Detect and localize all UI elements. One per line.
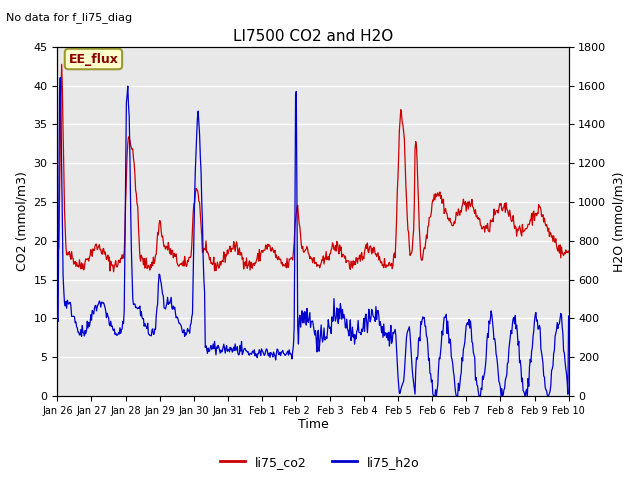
Legend: li75_co2, li75_h2o: li75_co2, li75_h2o bbox=[215, 451, 425, 474]
Title: LI7500 CO2 and H2O: LI7500 CO2 and H2O bbox=[233, 29, 393, 44]
Text: EE_flux: EE_flux bbox=[68, 52, 118, 65]
X-axis label: Time: Time bbox=[298, 419, 328, 432]
Y-axis label: H2O (mmol/m3): H2O (mmol/m3) bbox=[612, 171, 625, 272]
Y-axis label: CO2 (mmol/m3): CO2 (mmol/m3) bbox=[15, 171, 28, 271]
Text: No data for f_li75_diag: No data for f_li75_diag bbox=[6, 12, 132, 23]
